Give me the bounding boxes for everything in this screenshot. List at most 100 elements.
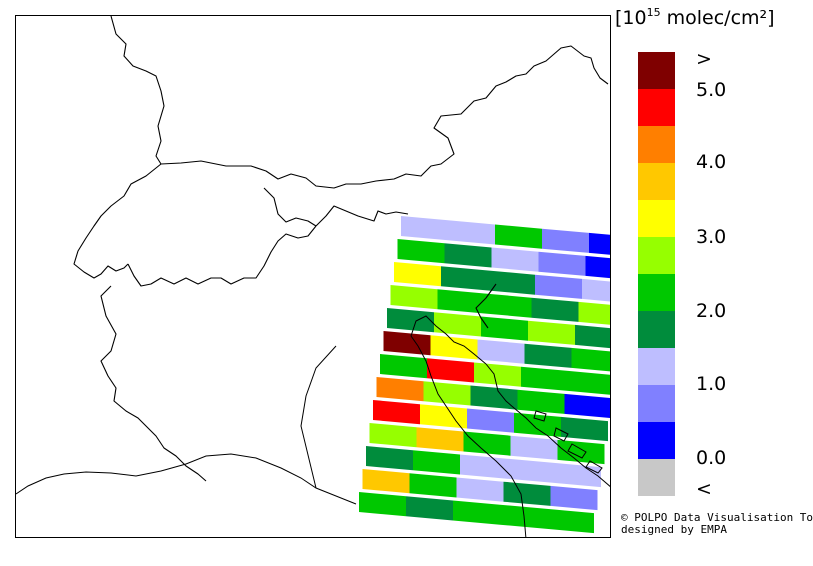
swath-pixel — [387, 308, 434, 333]
swath-pixel — [557, 439, 605, 465]
swath-pixel — [441, 266, 488, 291]
border-switzerland-west — [73, 163, 162, 279]
swath-pixel — [383, 331, 431, 356]
swath-pixel — [366, 446, 413, 471]
colorbar-swatch — [638, 311, 675, 348]
swath-pixel — [463, 431, 511, 456]
colorbar-label: 4.0 — [696, 151, 727, 173]
swath-pixel — [568, 370, 610, 395]
swath-pixel — [401, 216, 448, 241]
coastline-islands-2 — [553, 427, 569, 442]
swath-pixel — [394, 262, 441, 287]
swath-pixel — [413, 450, 460, 475]
colorbar-swatch — [638, 385, 675, 422]
border-switzerland-italy — [127, 225, 317, 287]
credit-line-2: designed by EMPA — [621, 523, 727, 536]
border-france-italy — [100, 285, 207, 482]
swath-pixel — [430, 335, 478, 360]
swath-pixel — [481, 316, 528, 341]
swath-pixel — [423, 381, 471, 406]
border-italy-slovenia — [475, 283, 497, 329]
swath-pixel — [416, 427, 464, 452]
border-germany-switzerland-austria — [160, 45, 609, 189]
border-switzerland-austria-east — [315, 205, 409, 227]
swath-pixel — [359, 492, 406, 517]
swath-pixel — [390, 285, 438, 310]
coastline-gulf-venice — [410, 315, 487, 365]
swath-pixel — [409, 473, 457, 498]
colorbar-label: 1.0 — [696, 373, 727, 395]
swath-pixel — [538, 251, 586, 276]
swath-pixel — [510, 435, 558, 460]
coastlines — [16, 315, 610, 537]
swath-pixel — [535, 274, 582, 299]
swath-pixel — [369, 423, 417, 448]
swath-pixel — [453, 500, 500, 525]
coastline-ligurian — [16, 453, 357, 505]
swath-pixel — [571, 347, 610, 372]
swath-pixel — [427, 358, 474, 383]
swath-pixel — [582, 278, 610, 302]
swath-pixel — [561, 416, 608, 442]
colorbar-label: 2.0 — [696, 300, 727, 322]
colorbar-swatch — [638, 163, 675, 200]
swath-pixel — [460, 454, 507, 479]
colorbar-label: 5.0 — [696, 79, 727, 101]
colorbar-label: 3.0 — [696, 226, 727, 248]
swath-pixel — [554, 462, 601, 488]
swath-pixel — [470, 385, 518, 410]
colorbar-swatch — [638, 422, 675, 459]
colorbar-title: [1015 molec/cm²] — [615, 6, 775, 29]
country-borders — [73, 16, 609, 482]
swath-pixel — [448, 220, 495, 245]
colorbar-swatch — [638, 89, 675, 126]
swath-pixel — [434, 312, 481, 337]
coastline-islands-4 — [585, 460, 603, 474]
swath-pixel — [531, 297, 579, 322]
colorbar-swatch — [638, 274, 675, 311]
coastline-islands-1 — [533, 410, 547, 422]
swath-pixel — [373, 400, 420, 425]
coastline-adriatic-italy — [410, 335, 527, 537]
swath-pixel — [550, 485, 598, 511]
swath-pixel — [507, 458, 554, 483]
colorbar-swatch — [638, 52, 675, 89]
colorbar-label: < — [696, 478, 712, 500]
swath-pixel — [491, 247, 539, 272]
swath-pixel — [542, 228, 589, 253]
swath-pixel — [517, 389, 565, 414]
swath-pixel — [437, 289, 485, 314]
coastline-istria-croatia — [485, 363, 610, 487]
border-austria-italy — [263, 187, 317, 227]
swath-pixel — [362, 469, 410, 494]
swath-pixel — [589, 232, 610, 255]
swath-pixel — [477, 339, 525, 364]
map-canvas — [16, 16, 610, 537]
swath-pixel — [495, 224, 542, 249]
colorbar-label: > — [696, 48, 712, 70]
swath-pixel — [484, 293, 532, 318]
swath-pixel — [500, 504, 547, 529]
swath-pixel — [406, 496, 453, 521]
swath-pixel — [528, 320, 575, 345]
colorbar-swatch — [638, 459, 675, 496]
map-panel — [15, 15, 611, 538]
swath-pixel — [578, 301, 610, 325]
swath-pixel — [380, 354, 427, 379]
swath-pixel — [474, 362, 521, 387]
credit-line-1: © POLPO Data Visualisation Tool — [621, 511, 813, 524]
coastline-islands-3 — [567, 443, 587, 459]
swath-pixel — [521, 366, 568, 391]
swath-pixel — [444, 243, 492, 268]
colorbar-label: 0.0 — [696, 447, 727, 469]
swath-pixel — [420, 404, 467, 429]
border-france-germany — [110, 16, 165, 165]
swath-pixel — [514, 412, 561, 437]
coastline-tyrrhenian — [300, 345, 337, 489]
swath-pixel — [456, 477, 504, 502]
colorbar-swatch — [638, 348, 675, 385]
colorbar-swatch — [638, 200, 675, 237]
colorbar-swatch — [638, 126, 675, 163]
swath-pixel — [397, 239, 445, 264]
swath-pixel — [488, 270, 535, 295]
